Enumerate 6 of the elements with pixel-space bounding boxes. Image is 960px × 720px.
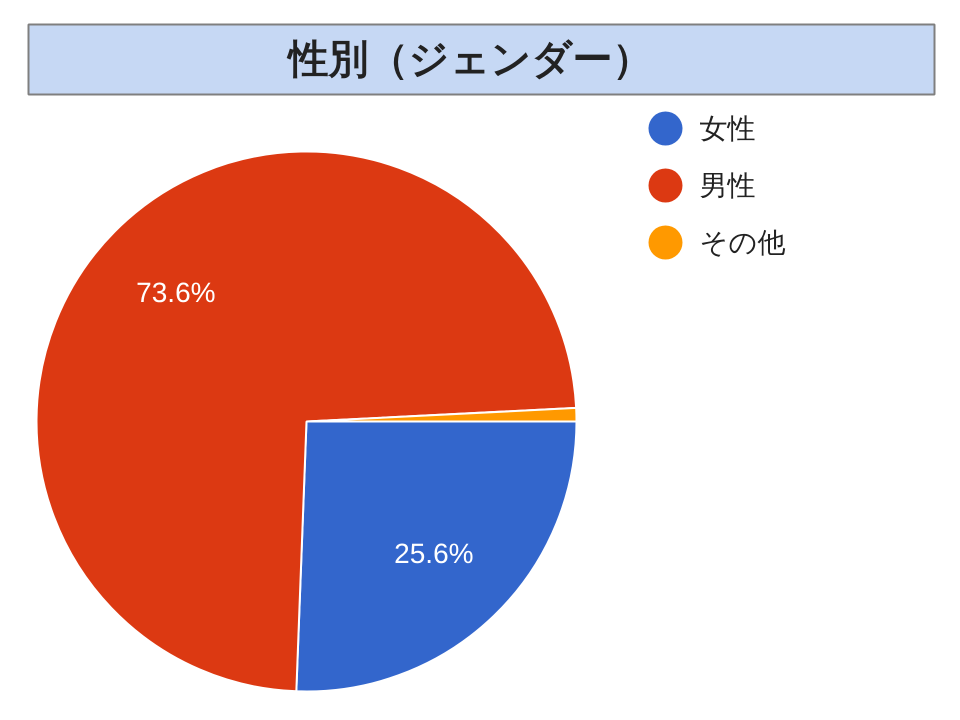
chart-title: 性別（ジェンダー）	[286, 36, 652, 82]
legend-label: 男性	[700, 169, 756, 202]
legend-label: 女性	[700, 112, 756, 145]
legend-label: その他	[700, 226, 786, 259]
data-label: 73.6%	[136, 276, 216, 308]
data-label: 25.6%	[394, 538, 474, 570]
